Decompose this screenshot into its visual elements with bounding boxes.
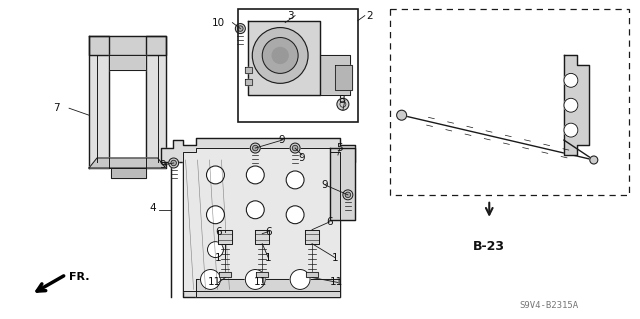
Circle shape bbox=[207, 166, 225, 184]
Bar bbox=[238, 9, 358, 122]
Text: 3: 3 bbox=[287, 11, 294, 21]
Polygon shape bbox=[330, 148, 355, 220]
Polygon shape bbox=[320, 56, 350, 95]
Polygon shape bbox=[89, 35, 166, 56]
Circle shape bbox=[253, 145, 258, 151]
Polygon shape bbox=[218, 230, 232, 244]
Text: 6: 6 bbox=[326, 217, 333, 227]
Text: 10: 10 bbox=[212, 18, 225, 28]
Circle shape bbox=[590, 156, 598, 164]
Text: 1: 1 bbox=[332, 253, 339, 263]
Polygon shape bbox=[196, 279, 340, 297]
Polygon shape bbox=[256, 271, 268, 278]
Circle shape bbox=[286, 171, 304, 189]
Circle shape bbox=[246, 166, 264, 184]
Polygon shape bbox=[111, 168, 146, 178]
Polygon shape bbox=[161, 138, 355, 297]
Polygon shape bbox=[245, 67, 252, 73]
Polygon shape bbox=[255, 230, 269, 244]
Text: B-23: B-23 bbox=[473, 240, 505, 253]
Circle shape bbox=[171, 160, 177, 166]
Polygon shape bbox=[248, 21, 320, 95]
Text: 8: 8 bbox=[339, 95, 345, 105]
Text: 6: 6 bbox=[265, 227, 271, 237]
Text: 9: 9 bbox=[322, 180, 328, 190]
Polygon shape bbox=[89, 158, 166, 168]
Text: 2: 2 bbox=[367, 11, 373, 21]
Circle shape bbox=[286, 206, 304, 224]
Circle shape bbox=[564, 73, 578, 87]
Text: 7: 7 bbox=[53, 103, 60, 113]
Text: 9: 9 bbox=[279, 135, 285, 145]
Polygon shape bbox=[245, 79, 252, 85]
Circle shape bbox=[236, 24, 245, 33]
Polygon shape bbox=[306, 271, 318, 278]
Circle shape bbox=[252, 27, 308, 83]
Circle shape bbox=[337, 98, 349, 110]
Text: FR.: FR. bbox=[69, 272, 90, 283]
Circle shape bbox=[397, 110, 406, 120]
Text: 4: 4 bbox=[149, 203, 156, 213]
Circle shape bbox=[250, 143, 260, 153]
Polygon shape bbox=[564, 56, 589, 155]
Circle shape bbox=[272, 48, 288, 63]
Polygon shape bbox=[220, 271, 232, 278]
Circle shape bbox=[343, 190, 353, 200]
Circle shape bbox=[207, 206, 225, 224]
Circle shape bbox=[292, 145, 298, 151]
Polygon shape bbox=[305, 230, 319, 244]
Text: 1: 1 bbox=[215, 253, 221, 263]
Circle shape bbox=[564, 98, 578, 112]
Polygon shape bbox=[335, 65, 352, 90]
Circle shape bbox=[245, 270, 265, 289]
Text: 11: 11 bbox=[253, 278, 267, 287]
Text: 1: 1 bbox=[265, 253, 271, 263]
Bar bbox=[390, 9, 628, 195]
Text: 11: 11 bbox=[208, 278, 221, 287]
Polygon shape bbox=[182, 148, 340, 292]
Text: 5: 5 bbox=[337, 143, 343, 153]
Text: 9: 9 bbox=[159, 160, 166, 170]
Circle shape bbox=[169, 158, 179, 168]
Circle shape bbox=[262, 38, 298, 73]
Circle shape bbox=[290, 270, 310, 289]
Polygon shape bbox=[89, 35, 109, 168]
Text: S9V4-B2315A: S9V4-B2315A bbox=[520, 301, 579, 310]
Circle shape bbox=[564, 123, 578, 137]
Circle shape bbox=[246, 201, 264, 219]
Text: 6: 6 bbox=[215, 227, 221, 237]
Text: 11: 11 bbox=[330, 278, 344, 287]
Circle shape bbox=[200, 270, 220, 289]
Polygon shape bbox=[146, 35, 166, 168]
Circle shape bbox=[345, 192, 351, 197]
Circle shape bbox=[290, 143, 300, 153]
Polygon shape bbox=[109, 56, 146, 70]
Circle shape bbox=[237, 26, 243, 31]
Circle shape bbox=[207, 241, 223, 257]
Text: 9: 9 bbox=[299, 153, 305, 163]
